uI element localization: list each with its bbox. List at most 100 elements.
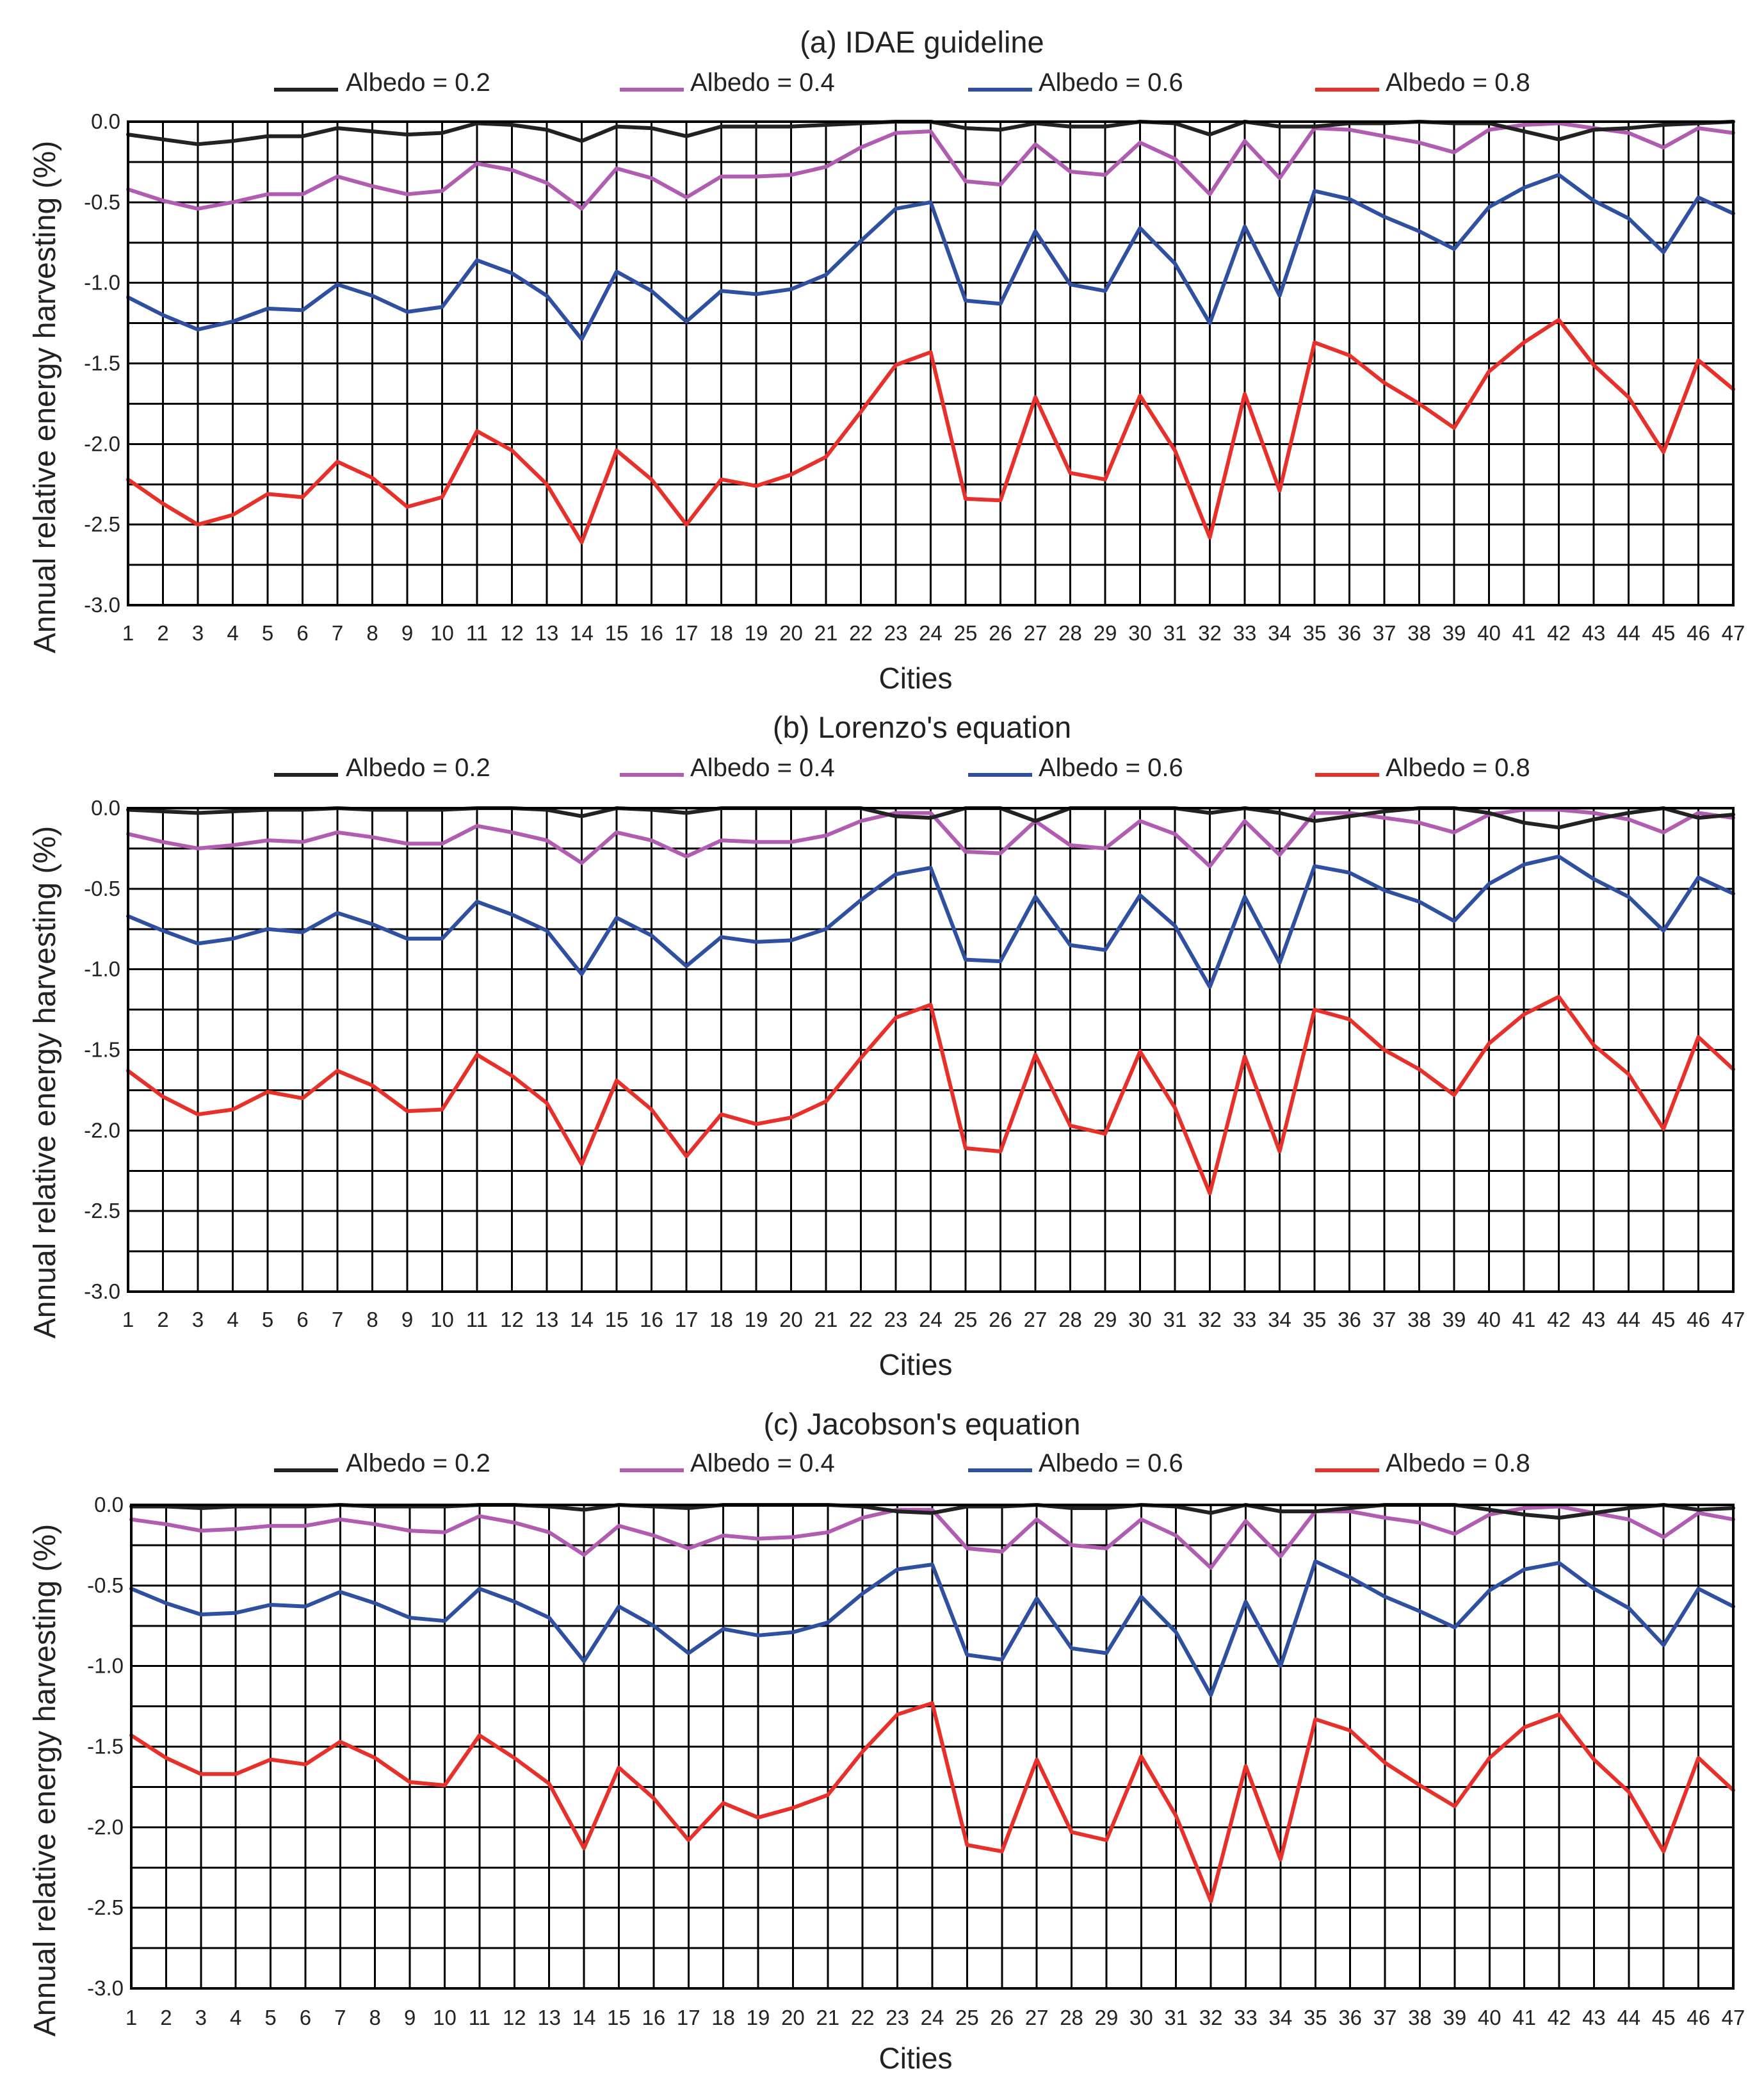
legend: Albedo = 0.2 Albedo = 0.4 Albedo = 0.6 Albe… bbox=[274, 754, 1530, 782]
plot-frame bbox=[130, 1504, 1735, 1990]
x-tick-label: 1 bbox=[125, 2006, 137, 2029]
plot-frame bbox=[127, 120, 1735, 606]
legend-label: Albedo = 0.6 bbox=[1039, 1449, 1183, 1477]
x-tick-label: 28 bbox=[1058, 621, 1082, 645]
x-tick-label: 44 bbox=[1617, 1308, 1640, 1331]
x-tick-label: 25 bbox=[954, 1308, 978, 1331]
x-tick-label: 34 bbox=[1268, 1308, 1291, 1331]
x-tick-label: 6 bbox=[296, 621, 308, 645]
panel-b: (b) Lorenzo's equation Albedo = 0.2 Albed… bbox=[28, 710, 1745, 1381]
x-tick-label: 17 bbox=[677, 2006, 700, 2029]
x-tick-label: 2 bbox=[160, 2006, 172, 2029]
panel-title: (a) IDAE guideline bbox=[800, 25, 1044, 59]
x-tick-label: 15 bbox=[605, 621, 629, 645]
x-tick-label: 26 bbox=[989, 621, 1012, 645]
x-tick-label: 32 bbox=[1198, 1308, 1222, 1331]
legend-label: Albedo = 0.6 bbox=[1039, 69, 1183, 97]
x-tick-label: 21 bbox=[816, 2006, 839, 2029]
x-tick-label: 42 bbox=[1547, 621, 1571, 645]
plot-frame bbox=[127, 807, 1735, 1293]
x-tick-label: 43 bbox=[1582, 2006, 1606, 2029]
x-tick-label: 12 bbox=[500, 621, 524, 645]
x-tick-label: 16 bbox=[642, 2006, 666, 2029]
x-tick-label: 27 bbox=[1025, 2006, 1049, 2029]
series-line-albedo-0.2 bbox=[129, 1503, 1735, 1520]
x-tick-label: 9 bbox=[401, 621, 413, 645]
x-tick-label: 2 bbox=[157, 1308, 168, 1331]
x-axis-ticks: 1 2 3 4 5 6 7 8 9 10 11 12 13 14 15 16 17 18 19 20 21 22 23 24 2… bbox=[122, 621, 1745, 645]
y-tick-label: -0.5 bbox=[87, 1573, 124, 1597]
x-tick-label: 38 bbox=[1408, 2006, 1432, 2029]
x-tick-label: 26 bbox=[990, 2006, 1014, 2029]
series-lines bbox=[126, 806, 1735, 1196]
x-tick-label: 5 bbox=[264, 2006, 276, 2029]
x-tick-label: 24 bbox=[921, 2006, 944, 2029]
x-tick-label: 22 bbox=[849, 621, 873, 645]
x-tick-label: 9 bbox=[404, 2006, 416, 2029]
y-axis-ticks: 0.0 -0.5 -1.0 -1.5 -2.0 -2.5 -3.0 bbox=[87, 1493, 124, 2000]
x-tick-label: 4 bbox=[227, 1308, 238, 1331]
x-tick-label: 13 bbox=[535, 1308, 559, 1331]
x-tick-label: 42 bbox=[1548, 2006, 1571, 2029]
legend-label: Albedo = 0.8 bbox=[1386, 754, 1530, 782]
x-tick-label: 38 bbox=[1407, 621, 1431, 645]
grid bbox=[127, 120, 1735, 606]
x-tick-label: 12 bbox=[503, 2006, 526, 2029]
x-tick-label: 14 bbox=[570, 1308, 594, 1331]
x-tick-label: 15 bbox=[605, 1308, 629, 1331]
legend-label: Albedo = 0.2 bbox=[346, 69, 490, 97]
x-tick-label: 16 bbox=[640, 1308, 663, 1331]
x-tick-label: 8 bbox=[366, 621, 378, 645]
x-tick-label: 14 bbox=[570, 621, 594, 645]
x-tick-label: 45 bbox=[1652, 621, 1676, 645]
x-tick-label: 41 bbox=[1512, 1308, 1536, 1331]
y-tick-label: -3.0 bbox=[84, 593, 120, 617]
x-tick-label: 20 bbox=[779, 1308, 803, 1331]
x-tick-label: 43 bbox=[1582, 1308, 1606, 1331]
series-line-albedo-0.8 bbox=[126, 318, 1735, 544]
x-tick-label: 29 bbox=[1094, 621, 1117, 645]
x-tick-label: 33 bbox=[1234, 2006, 1258, 2029]
y-tick-label: -1.5 bbox=[84, 352, 120, 375]
x-tick-label: 33 bbox=[1233, 1308, 1257, 1331]
y-axis-label: Annual relative energy harvesting (%) bbox=[28, 1524, 62, 2036]
y-tick-label: -3.0 bbox=[84, 1279, 120, 1303]
x-tick-label: 26 bbox=[989, 1308, 1012, 1331]
x-tick-label: 30 bbox=[1128, 1308, 1152, 1331]
y-tick-label: -3.0 bbox=[87, 1976, 124, 2000]
series-lines bbox=[129, 1503, 1735, 1904]
x-tick-label: 35 bbox=[1303, 621, 1327, 645]
x-tick-label: 20 bbox=[781, 2006, 805, 2029]
series-line-albedo-0.4 bbox=[129, 1504, 1735, 1570]
x-tick-label: 23 bbox=[884, 621, 908, 645]
y-tick-label: -1.5 bbox=[87, 1735, 124, 1758]
x-tick-label: 7 bbox=[332, 621, 343, 645]
panel-a: (a) IDAE guideline Albedo = 0.2 Albedo = … bbox=[28, 25, 1745, 695]
x-tick-label: 22 bbox=[849, 1308, 873, 1331]
x-tick-label: 35 bbox=[1304, 2006, 1327, 2029]
x-tick-label: 13 bbox=[535, 621, 559, 645]
x-tick-label: 17 bbox=[675, 1308, 699, 1331]
y-tick-label: -2.0 bbox=[87, 1815, 124, 1839]
x-tick-label: 2 bbox=[157, 621, 168, 645]
x-tick-label: 10 bbox=[430, 621, 454, 645]
x-tick-label: 31 bbox=[1163, 621, 1187, 645]
x-tick-label: 41 bbox=[1512, 2006, 1536, 2029]
x-tick-label: 36 bbox=[1338, 1308, 1361, 1331]
legend-label: Albedo = 0.6 bbox=[1039, 754, 1183, 782]
x-tick-label: 34 bbox=[1268, 621, 1291, 645]
x-tick-label: 44 bbox=[1617, 2006, 1640, 2029]
x-tick-label: 34 bbox=[1269, 2006, 1293, 2029]
x-tick-label: 23 bbox=[886, 2006, 909, 2029]
panel-c: (c) Jacobson's equation Albedo = 0.2 Albe… bbox=[28, 1407, 1745, 2075]
x-tick-label: 8 bbox=[366, 1308, 378, 1331]
x-tick-label: 21 bbox=[814, 1308, 838, 1331]
x-tick-label: 47 bbox=[1722, 621, 1745, 645]
x-tick-label: 18 bbox=[709, 1308, 733, 1331]
x-tick-label: 7 bbox=[334, 2006, 346, 2029]
x-tick-label: 3 bbox=[192, 621, 204, 645]
x-tick-label: 43 bbox=[1582, 621, 1606, 645]
x-tick-label: 10 bbox=[433, 2006, 457, 2029]
x-tick-label: 25 bbox=[954, 621, 978, 645]
series-lines bbox=[126, 120, 1735, 544]
